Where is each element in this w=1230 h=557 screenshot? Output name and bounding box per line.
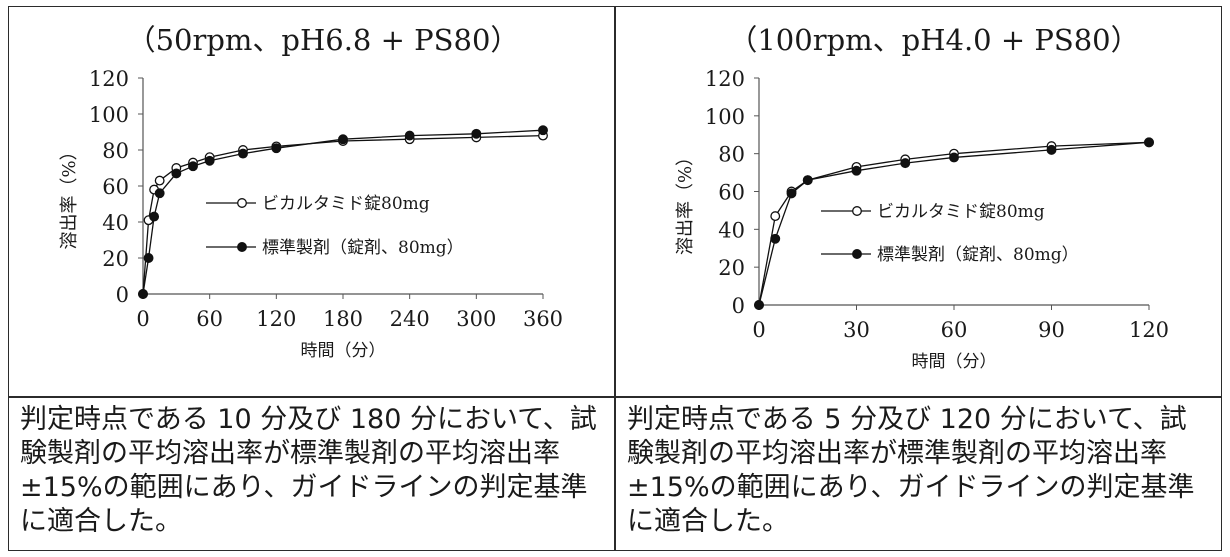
chart-cell-right: （100rpm、pH4.0 + PS80） 0 20 40 60 80 100 120 0 30 6… (617, 8, 1220, 395)
data-point-filled (171, 168, 182, 179)
y-axis-label: 溶出率（%） (59, 142, 80, 249)
data-point-filled (754, 300, 764, 310)
legend-marker-filled (852, 249, 862, 259)
y-tick-label: 0 (116, 283, 129, 307)
x-axis-label: 時間（分） (301, 341, 386, 361)
data-point-filled (851, 165, 862, 176)
y-tick-label: 40 (102, 211, 129, 235)
data-point-filled (900, 158, 911, 169)
legend-marker-open (852, 206, 862, 216)
data-point-filled (143, 253, 154, 263)
y-tick-label: 100 (705, 105, 745, 129)
x-tick-label: 60 (941, 318, 968, 342)
data-point-filled (471, 128, 482, 139)
dissolution-chart-100rpm: （100rpm、pH4.0 + PS80） 0 20 40 60 80 100 120 0 30 6… (675, 23, 1169, 372)
data-point-filled (338, 134, 348, 145)
y-axis-label: 溶出率（%） (675, 148, 696, 255)
y-tick-label: 100 (89, 103, 129, 127)
x-tick-label: 180 (323, 307, 363, 331)
legend-label: 標準製剤（錠剤、80mg） (877, 245, 1079, 265)
data-point-filled (149, 211, 160, 222)
row-divider (8, 396, 1222, 398)
data-point-filled (538, 125, 548, 136)
data-point-filled (404, 130, 415, 141)
data-point-open (770, 211, 781, 222)
x-axis-label: 時間（分） (912, 352, 997, 372)
chart-title: （100rpm、pH4.0 + PS80） (728, 23, 1139, 57)
x-tick-label: 60 (196, 307, 223, 331)
x-tick-label: 30 (843, 318, 870, 342)
chart-cell-left: （50rpm、pH6.8 + PS80） 0 20 40 60 80 100 120 0 60 12… (10, 8, 613, 395)
y-tick-label: 60 (102, 175, 129, 199)
legend-label: ビカルタミド錠80mg (262, 194, 430, 214)
x-tick-label: 0 (136, 307, 149, 331)
judgement-note-right: 判定時点である 5 分及び 120 分において、試 験製剤の平均溶出率が標準製剤… (627, 404, 1195, 537)
x-tick-label: 300 (456, 307, 496, 331)
data-point-filled (271, 143, 282, 154)
judgement-note-left: 判定時点である 10 分及び 180 分において、試 験製剤の平均溶出率が標準製… (20, 404, 597, 537)
data-point-filled (188, 161, 198, 172)
series-line-1 (142, 134, 544, 295)
y-tick-label: 80 (102, 139, 129, 163)
column-divider (614, 6, 616, 551)
x-tick-label: 120 (256, 307, 296, 331)
y-tick-label: 20 (102, 247, 129, 271)
y-tick-label: 120 (705, 67, 745, 91)
data-point-filled (138, 289, 148, 299)
legend-marker-open (237, 198, 247, 208)
chart-title: （50rpm、pH6.8 + PS80） (127, 23, 520, 57)
x-tick-label: 90 (1038, 318, 1065, 342)
data-point-filled (770, 233, 781, 244)
data-point-filled (949, 152, 959, 163)
data-point-filled (154, 188, 165, 199)
legend-marker-filled (237, 242, 247, 252)
x-tick-label: 120 (1129, 318, 1169, 342)
x-tick-label: 240 (390, 307, 430, 331)
x-tick-label: 0 (752, 318, 765, 342)
legend-label: 標準製剤（錠剤、80mg） (262, 238, 464, 258)
data-point-filled (1046, 144, 1057, 155)
y-tick-label: 0 (732, 294, 745, 318)
series-line-2 (758, 141, 1150, 306)
data-point-filled (786, 188, 797, 199)
x-tick-label: 360 (523, 307, 563, 331)
y-tick-label: 40 (718, 218, 745, 242)
dissolution-chart-50rpm: （50rpm、pH6.8 + PS80） 0 20 40 60 80 100 120 0 60 12… (59, 23, 563, 361)
data-point-filled (802, 175, 813, 186)
series-line-1 (758, 141, 1150, 306)
legend-label: ビカルタミド錠80mg (877, 202, 1045, 222)
data-point-filled (1144, 137, 1154, 148)
data-point-open (154, 175, 165, 186)
y-tick-label: 20 (718, 256, 745, 280)
y-tick-label: 120 (89, 67, 129, 91)
y-tick-label: 80 (718, 143, 745, 167)
data-point-filled (204, 155, 215, 166)
y-tick-label: 60 (718, 181, 745, 205)
data-point-filled (238, 148, 248, 159)
